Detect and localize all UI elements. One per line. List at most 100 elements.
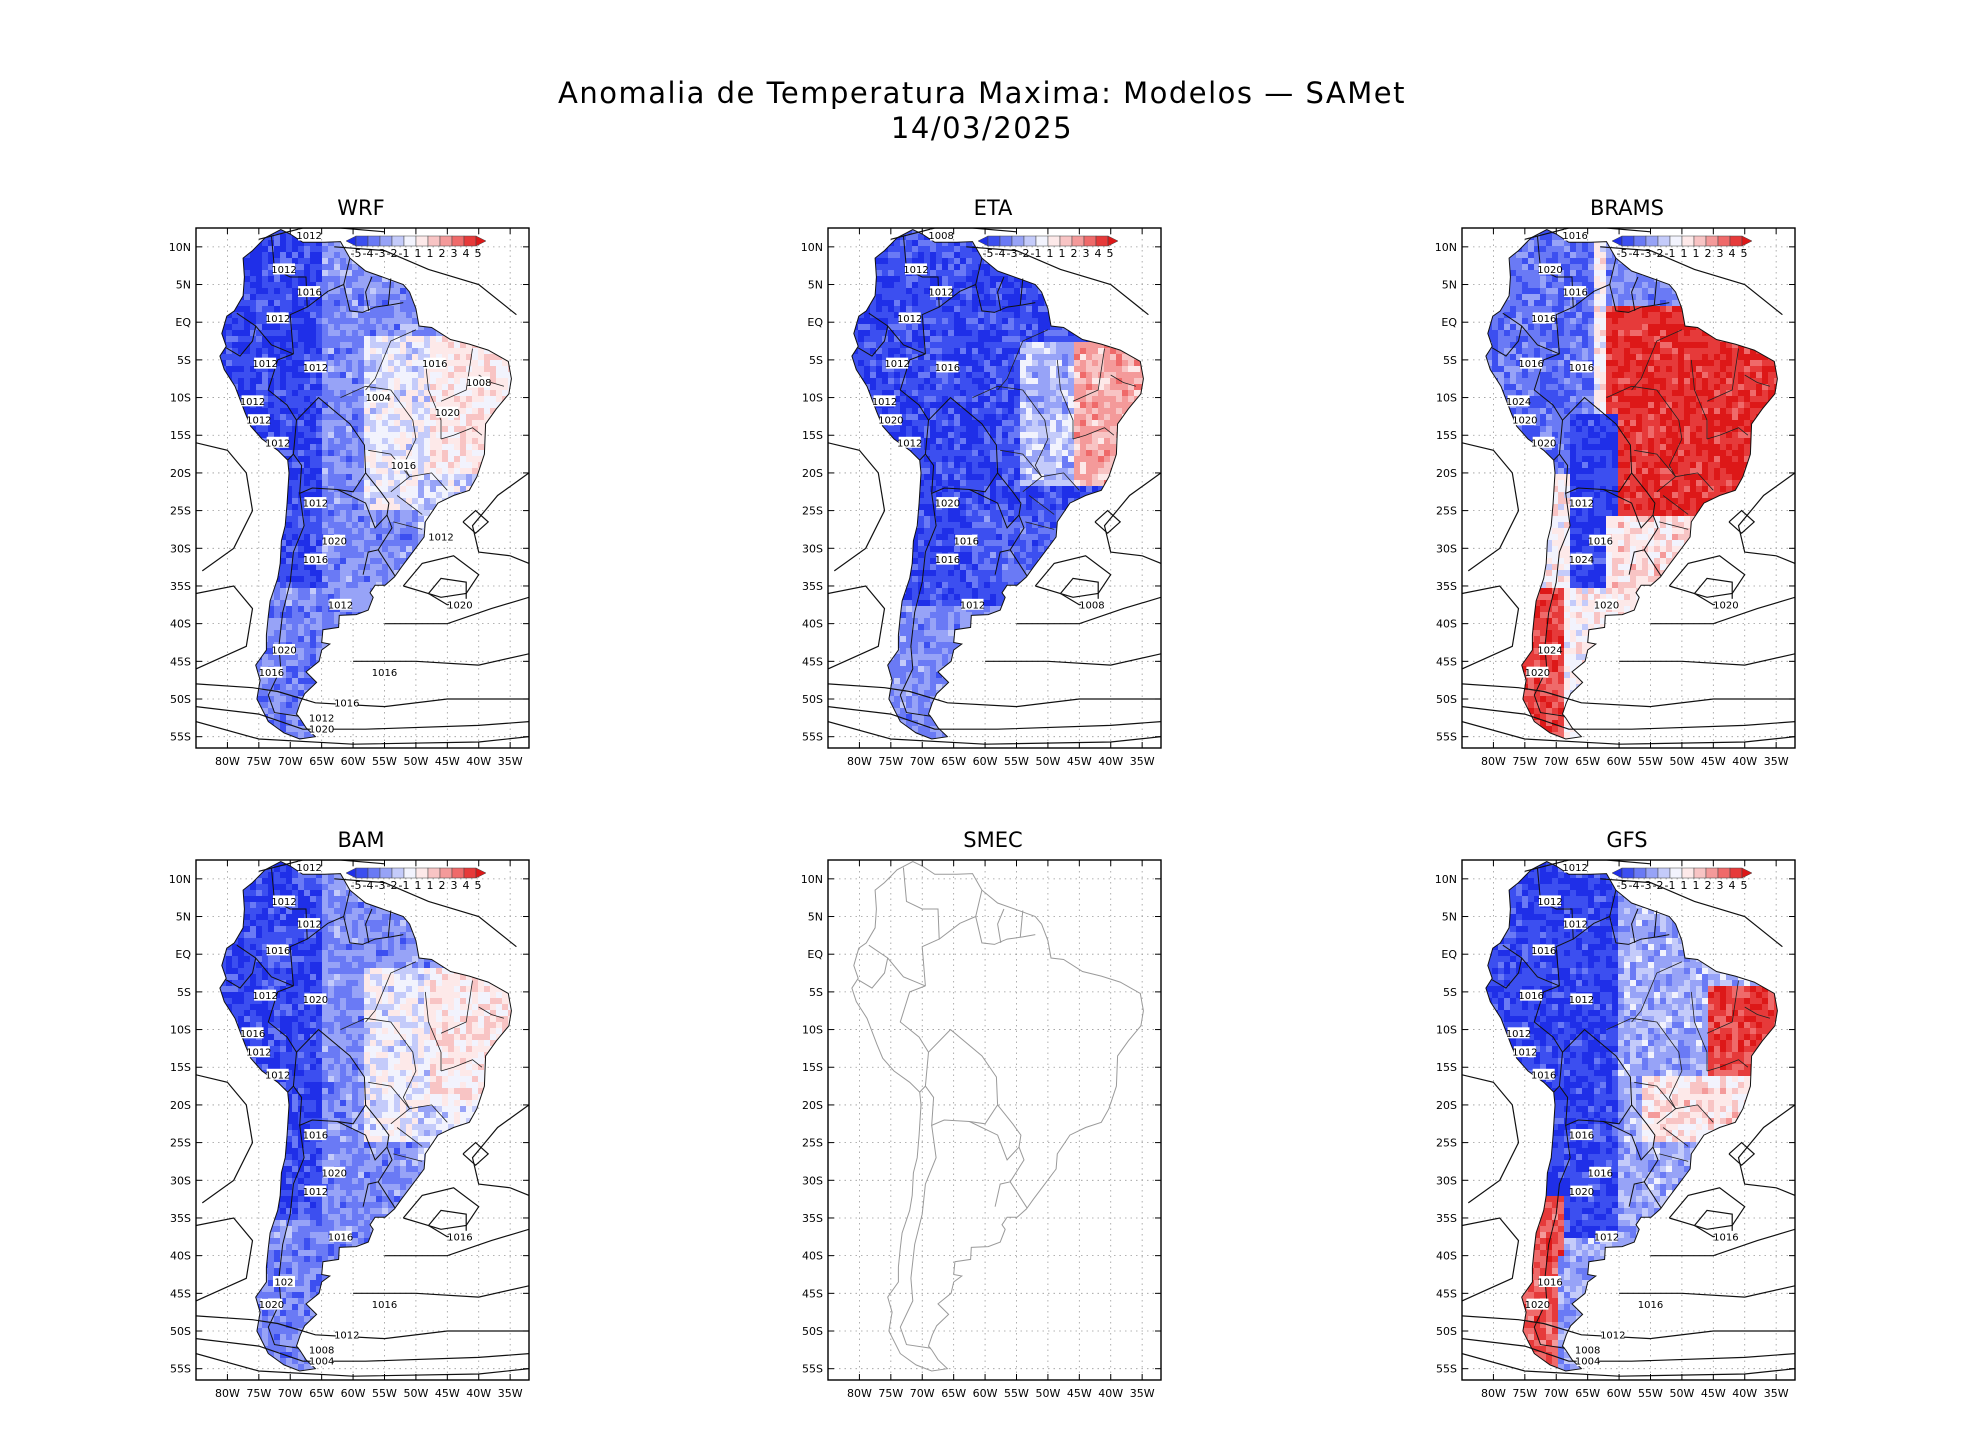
isobar-label: 1004 bbox=[1575, 1355, 1600, 1368]
lon-tick-label: 80W bbox=[847, 755, 872, 768]
lat-tick-label: 30S bbox=[170, 1174, 191, 1187]
lon-tick-label: 55W bbox=[372, 755, 397, 768]
lon-tick-label: 65W bbox=[309, 1387, 334, 1400]
isobar-label: 1012 bbox=[246, 1046, 272, 1059]
colorbar: -5 -4 -3 -2 -1 1 1 2 3 4 5 bbox=[345, 867, 487, 892]
isobar-label: 1016 bbox=[303, 1129, 328, 1142]
lat-tick-label: EQ bbox=[1441, 948, 1457, 961]
isobar-label: 1020 bbox=[435, 406, 460, 419]
lat-tick-label: 30S bbox=[802, 542, 823, 555]
isobar-label: 1016 bbox=[1562, 229, 1588, 242]
colorbar-label: 1 bbox=[427, 247, 434, 260]
isobar-labels: 1008 1012 1012 1012 1016 1012 1012 1020 1012 1020… bbox=[872, 229, 1105, 611]
colorbar-label: -2 bbox=[387, 879, 398, 892]
isobar-label: 1012 bbox=[897, 312, 922, 325]
lat-tick-label: 45S bbox=[1436, 1287, 1457, 1300]
lon-tick-label: 35W bbox=[1764, 755, 1789, 768]
colorbar-label: 4 bbox=[1095, 247, 1102, 260]
isobar-label: 1016 bbox=[240, 1027, 265, 1040]
colorbar-label: 1 bbox=[1681, 879, 1688, 892]
lat-tick-label: 5S bbox=[1443, 354, 1457, 367]
colorbar: -5 -4 -3 -2 -1 1 1 2 3 4 5 bbox=[977, 235, 1119, 260]
axis-ticks bbox=[196, 860, 529, 1380]
lon-tick-label: 35W bbox=[1130, 755, 1155, 768]
lat-tick-label: 10S bbox=[1436, 392, 1457, 405]
isobar-label: 1020 bbox=[271, 644, 297, 657]
lon-tick-label: 45W bbox=[1067, 1387, 1092, 1400]
colorbar: -5 -4 -3 -2 -1 1 1 2 3 4 5 bbox=[1611, 235, 1753, 260]
colorbar-label: 4 bbox=[463, 879, 470, 892]
lat-tick-label: 20S bbox=[170, 1099, 191, 1112]
isobar-label: 1016 bbox=[259, 666, 284, 679]
colorbar-label: -5 bbox=[1617, 879, 1628, 892]
lat-tick-label: 10N bbox=[169, 873, 191, 886]
lon-tick-label: 60W bbox=[1607, 1387, 1632, 1400]
lon-tick-label: 55W bbox=[372, 1387, 397, 1400]
isobar-label: 1012 bbox=[1569, 497, 1594, 510]
colorbar-label: 3 bbox=[1717, 879, 1724, 892]
lat-tick-label: EQ bbox=[175, 948, 191, 961]
lon-tick-label: 50W bbox=[1035, 1387, 1060, 1400]
colorbar-label: 3 bbox=[1717, 247, 1724, 260]
colorbar-label: 5 bbox=[1741, 879, 1748, 892]
colorbar-label: -1 bbox=[1031, 247, 1042, 260]
lat-tick-label: 40S bbox=[170, 1250, 191, 1263]
lon-tick-label: 75W bbox=[246, 1387, 271, 1400]
axis-labels: 10N 5N EQ 5S 10S 15S 20S 25S 30S 35S 40S 45S 50S 55S 8… bbox=[801, 241, 1155, 768]
lat-tick-label: 20S bbox=[802, 467, 823, 480]
colorbar-label: 2 bbox=[439, 247, 446, 260]
axis-labels: 10N 5N EQ 5S 10S 15S 20S 25S 30S 35S 40S 45S 50S 55S 8… bbox=[169, 241, 523, 768]
colorbar: -5 -4 -3 -2 -1 1 1 2 3 4 5 bbox=[1611, 867, 1753, 892]
lon-tick-label: 55W bbox=[1638, 1387, 1663, 1400]
lon-tick-label: 50W bbox=[403, 755, 428, 768]
lat-tick-label: 10N bbox=[801, 873, 823, 886]
lat-tick-label: 40S bbox=[1436, 618, 1457, 631]
lon-tick-label: 50W bbox=[1669, 1387, 1694, 1400]
lat-tick-label: 10S bbox=[170, 392, 191, 405]
isobar-label: 1012 bbox=[303, 361, 328, 374]
colorbar-label: 3 bbox=[1083, 247, 1090, 260]
isobar-label: 1020 bbox=[878, 414, 904, 427]
lat-tick-label: 35S bbox=[802, 1212, 823, 1225]
isobar-label: 1020 bbox=[1512, 414, 1538, 427]
lat-tick-label: 10S bbox=[802, 1024, 823, 1037]
axis-ticks bbox=[828, 228, 1161, 748]
isobar-label: 1020 bbox=[1525, 666, 1550, 679]
lat-tick-label: 35S bbox=[170, 1212, 191, 1225]
lon-tick-label: 45W bbox=[435, 755, 460, 768]
lat-tick-label: 50S bbox=[170, 693, 191, 706]
axis-ticks bbox=[196, 228, 529, 748]
lat-tick-label: 15S bbox=[170, 1061, 191, 1074]
lat-tick-label: 10S bbox=[802, 392, 823, 405]
lon-tick-label: 80W bbox=[215, 1387, 240, 1400]
isobar-label: 1004 bbox=[365, 391, 391, 404]
colorbar-label: -5 bbox=[983, 247, 994, 260]
map-panel-bam: 1012 1012 1012 1016 1020 1012 1016 1012 1012 1016… bbox=[169, 859, 530, 1400]
isobar-label: 1016 bbox=[935, 361, 960, 374]
lat-tick-label: 30S bbox=[1436, 542, 1457, 555]
isobar-label: 1012 bbox=[309, 711, 334, 724]
isobar-label: 1020 bbox=[935, 497, 960, 510]
lat-tick-label: 45S bbox=[170, 655, 191, 668]
lat-tick-label: 5N bbox=[176, 911, 191, 924]
lon-tick-label: 45W bbox=[1067, 755, 1092, 768]
lat-tick-label: 25S bbox=[170, 1137, 191, 1150]
map-panel-gfs: 1012 1012 1012 1016 1012 1016 1012 1012 1016 1016… bbox=[1435, 859, 1796, 1400]
lon-tick-label: 70W bbox=[1544, 755, 1569, 768]
lon-tick-label: 75W bbox=[246, 755, 271, 768]
isobar-labels: 1016 1020 1016 1016 1016 1016 1024 1020 1020 1012… bbox=[1506, 229, 1739, 679]
isobar-label: 1016 bbox=[334, 696, 360, 709]
coastlines bbox=[219, 860, 512, 1372]
lat-tick-label: 5S bbox=[809, 986, 823, 999]
lat-tick-label: 40S bbox=[802, 618, 823, 631]
axis-labels: 10N 5N EQ 5S 10S 15S 20S 25S 30S 35S 40S 45S 50S 55S 8… bbox=[169, 873, 523, 1400]
lon-tick-label: 75W bbox=[878, 755, 903, 768]
colorbar-label: 1 bbox=[415, 879, 422, 892]
lon-tick-label: 75W bbox=[1512, 755, 1537, 768]
axis-labels: 10N 5N EQ 5S 10S 15S 20S 25S 30S 35S 40S 45S 50S 55S 8… bbox=[1435, 241, 1789, 768]
lat-tick-label: 20S bbox=[1436, 1099, 1457, 1112]
lat-tick-label: 30S bbox=[170, 542, 191, 555]
colorbar-label: -2 bbox=[1653, 879, 1664, 892]
lon-tick-label: 40W bbox=[1732, 1387, 1757, 1400]
lat-tick-label: 55S bbox=[170, 731, 191, 744]
